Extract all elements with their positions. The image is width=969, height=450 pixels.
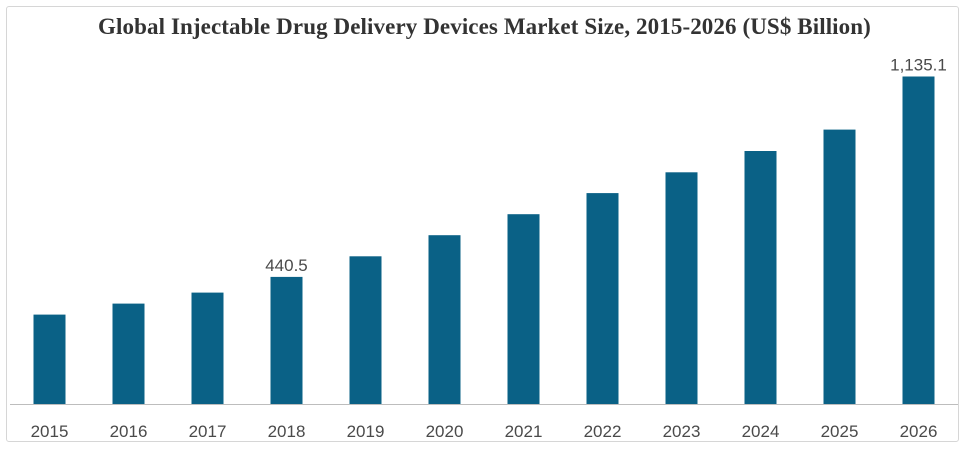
chart-title: Global Injectable Drug Delivery Devices …	[98, 14, 871, 39]
bar-2015	[33, 314, 66, 404]
x-tick-label-2023: 2023	[663, 422, 701, 441]
bar-2019	[349, 256, 382, 404]
x-tick-label-2015: 2015	[31, 422, 69, 441]
bar-2023	[665, 172, 698, 404]
x-tick-label-2021: 2021	[505, 422, 543, 441]
x-tick-label-2020: 2020	[426, 422, 464, 441]
bar-2018	[270, 276, 303, 404]
bar-2021	[507, 214, 540, 404]
bar-2022	[586, 193, 619, 404]
bar-2020	[428, 235, 461, 404]
x-tick-label-2018: 2018	[268, 422, 306, 441]
x-tick-label-2026: 2026	[900, 422, 938, 441]
bar-2017	[191, 292, 224, 404]
data-label-2018: 440.5	[265, 256, 308, 275]
bar-2024	[744, 151, 777, 404]
x-tick-label-2017: 2017	[189, 422, 227, 441]
x-tick-label-2024: 2024	[742, 422, 780, 441]
bar-2026	[902, 76, 935, 404]
x-tick-label-2022: 2022	[584, 422, 622, 441]
x-tick-label-2019: 2019	[347, 422, 385, 441]
bar-2016	[112, 303, 145, 404]
x-tick-label-2016: 2016	[110, 422, 148, 441]
data-label-2026: 1,135.1	[890, 56, 947, 75]
chart-frame	[6, 6, 959, 442]
bar-2025	[823, 129, 856, 404]
x-tick-label-2025: 2025	[821, 422, 859, 441]
